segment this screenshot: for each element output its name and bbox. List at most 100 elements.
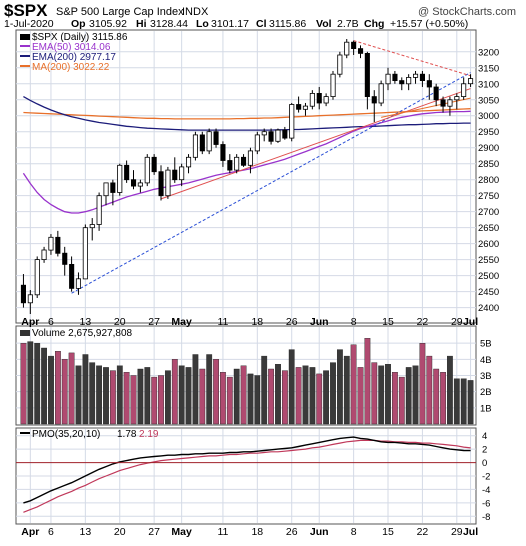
- candle-body-37: [275, 129, 281, 142]
- volume-bar-19: [151, 376, 158, 425]
- price-tick-2800: 2800: [478, 175, 499, 186]
- trendline-red-resistance: [353, 40, 471, 77]
- x-tick-bottom-8: 26: [286, 526, 298, 538]
- volume-tick-1: 2B: [480, 387, 492, 398]
- price-tick-2900: 2900: [478, 143, 499, 154]
- volume-bar-12: [103, 367, 109, 425]
- candle-body-6: [62, 252, 68, 265]
- candle-body-2: [34, 259, 40, 296]
- header-date: 1-Jul-2020: [4, 18, 54, 30]
- volume-bar-28: [213, 359, 219, 425]
- price-tick-3100: 3100: [478, 79, 499, 90]
- legend-pmo-swatch: [20, 432, 30, 434]
- volume-bar-47: [343, 355, 350, 425]
- candle-body-28: [213, 131, 219, 145]
- legend-pmo-signal: 2.19: [139, 429, 159, 440]
- x-axis-top: Apr 6 13 20 27 May 11 18 26 Jun 8 15 22 29 Jul: [21, 316, 478, 328]
- price-axis: 2400 2450 2500 2550 2600 2650 2700 2750 2800 2850…: [478, 47, 499, 314]
- header-symbol: $SPX: [4, 1, 48, 20]
- volume-bar-5: [55, 351, 61, 425]
- volume-bar-41: [302, 365, 309, 425]
- candle-body-13: [110, 182, 116, 193]
- candle-body-39: [289, 104, 295, 139]
- header-name: S&P 500 Large Cap Index: [56, 6, 184, 18]
- candle-body-15: [124, 164, 130, 181]
- x-tick-top-3: 20: [114, 316, 126, 328]
- candle-body-33: [247, 150, 254, 166]
- volume-bar-57: [412, 365, 419, 425]
- x-tick-top-1: 6: [48, 316, 54, 328]
- legend-ema50: EMA(50) 3014.06: [32, 42, 111, 53]
- candle-body-10: [89, 224, 95, 229]
- x-tick-top-12: 22: [417, 316, 429, 328]
- volume-bar-0: [20, 343, 27, 425]
- candle-body-42: [309, 93, 315, 107]
- header-low-label: Lo: [196, 18, 209, 30]
- volume-bar-49: [357, 367, 364, 425]
- volume-bar-43: [316, 373, 323, 425]
- pmo-tick-4: 4: [482, 431, 487, 442]
- legend-ema50-swatch: [20, 45, 30, 47]
- candle-body-54: [392, 73, 398, 81]
- volume-bar-38: [282, 370, 288, 425]
- price-tick-2650: 2650: [478, 223, 499, 234]
- candle-body-45: [330, 73, 336, 97]
- candle-body-56: [406, 77, 412, 85]
- x-tick-bottom-11: 15: [382, 526, 394, 538]
- volume-bar-65: [467, 380, 474, 425]
- x-tick-bottom-10: 8: [351, 526, 357, 538]
- volume-tick-2: 3B: [480, 371, 492, 382]
- header-exchange: INDX: [182, 6, 209, 18]
- volume-bar-60: [433, 368, 440, 425]
- header-high: 3128.44: [150, 18, 188, 30]
- candle-body-52: [378, 83, 384, 104]
- candle-body-16: [130, 179, 137, 187]
- volume-bar-10: [89, 362, 96, 425]
- x-tick-bottom-13: 29: [451, 526, 463, 538]
- volume-bar-40: [295, 367, 302, 425]
- candle-body-35: [261, 131, 267, 136]
- volume-bar-14: [116, 365, 123, 425]
- volume-bar-18: [144, 367, 151, 425]
- volume-bar-13: [109, 370, 116, 425]
- volume-bar-8: [75, 365, 82, 425]
- volume-bar-2: [34, 343, 41, 425]
- header-chg: +15.57 (+0.50%): [390, 18, 468, 30]
- candle-body-0: [20, 284, 26, 304]
- volume-bar-23: [178, 365, 185, 425]
- candle-body-46: [337, 54, 343, 75]
- x-tick-top-13: 29: [451, 316, 463, 328]
- header-close: 3115.86: [269, 18, 306, 30]
- candle-body-49: [357, 48, 364, 54]
- header-chg-label: Chg: [364, 18, 384, 30]
- x-tick-bottom-9: Jun: [310, 526, 329, 538]
- candle-body-21: [165, 169, 171, 197]
- volume-bar-26: [199, 368, 206, 425]
- candle-body-29: [220, 144, 226, 161]
- price-tick-2950: 2950: [478, 127, 499, 138]
- volume-bar-53: [385, 364, 391, 425]
- x-tick-bottom-12: 22: [417, 526, 429, 538]
- candle-body-64: [461, 83, 467, 98]
- volume-bar-16: [130, 375, 137, 425]
- candle-body-32: [240, 156, 247, 166]
- pmo-tick--4: -4: [482, 485, 490, 496]
- price-panel: [15, 29, 477, 324]
- legend-pmo-label: PMO(35,20,10): [32, 429, 100, 440]
- header-vol: 2.7B: [337, 18, 359, 30]
- legend-ma200: MA(200) 3022.22: [32, 62, 110, 73]
- pmo-lines: [23, 436, 471, 513]
- candle-body-57: [412, 73, 419, 78]
- x-tick-bottom-7: 18: [251, 526, 263, 538]
- candle-body-50: [364, 53, 370, 98]
- candle-body-40: [296, 104, 302, 110]
- volume-bar-44: [323, 370, 329, 425]
- volume-bar-35: [261, 355, 268, 425]
- candle-body-59: [426, 80, 432, 88]
- price-tick-3050: 3050: [478, 95, 499, 106]
- candle-body-20: [158, 171, 164, 197]
- volume-tick-3: 4B: [480, 355, 492, 366]
- legend-ema200-swatch: [20, 55, 30, 57]
- candle-body-4: [48, 236, 54, 251]
- volume-bar-21: [164, 370, 171, 425]
